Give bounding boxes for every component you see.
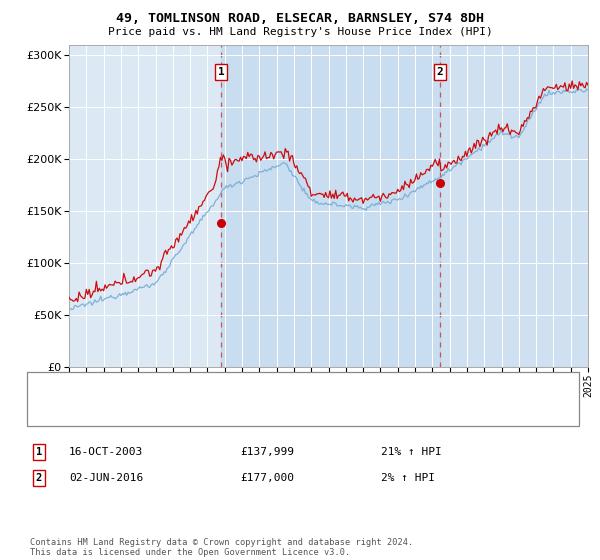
Text: 21% ↑ HPI: 21% ↑ HPI <box>381 447 442 457</box>
Text: 49, TOMLINSON ROAD, ELSECAR, BARNSLEY, S74 8DH (detached house): 49, TOMLINSON ROAD, ELSECAR, BARNSLEY, S… <box>84 384 462 394</box>
Text: 1: 1 <box>36 447 42 457</box>
Text: 2: 2 <box>437 67 443 77</box>
Bar <box>440 45 588 367</box>
Text: 2: 2 <box>36 473 42 483</box>
Text: HPI: Average price, detached house, Barnsley: HPI: Average price, detached house, Barn… <box>84 404 348 414</box>
Text: 02-JUN-2016: 02-JUN-2016 <box>69 473 143 483</box>
Text: 1: 1 <box>218 67 224 77</box>
Text: 49, TOMLINSON ROAD, ELSECAR, BARNSLEY, S74 8DH: 49, TOMLINSON ROAD, ELSECAR, BARNSLEY, S… <box>116 12 484 25</box>
Text: £137,999: £137,999 <box>240 447 294 457</box>
Bar <box>221 45 440 367</box>
Text: Contains HM Land Registry data © Crown copyright and database right 2024.
This d: Contains HM Land Registry data © Crown c… <box>30 538 413 557</box>
Text: £177,000: £177,000 <box>240 473 294 483</box>
Text: Price paid vs. HM Land Registry's House Price Index (HPI): Price paid vs. HM Land Registry's House … <box>107 27 493 37</box>
Text: 2% ↑ HPI: 2% ↑ HPI <box>381 473 435 483</box>
Text: 16-OCT-2003: 16-OCT-2003 <box>69 447 143 457</box>
